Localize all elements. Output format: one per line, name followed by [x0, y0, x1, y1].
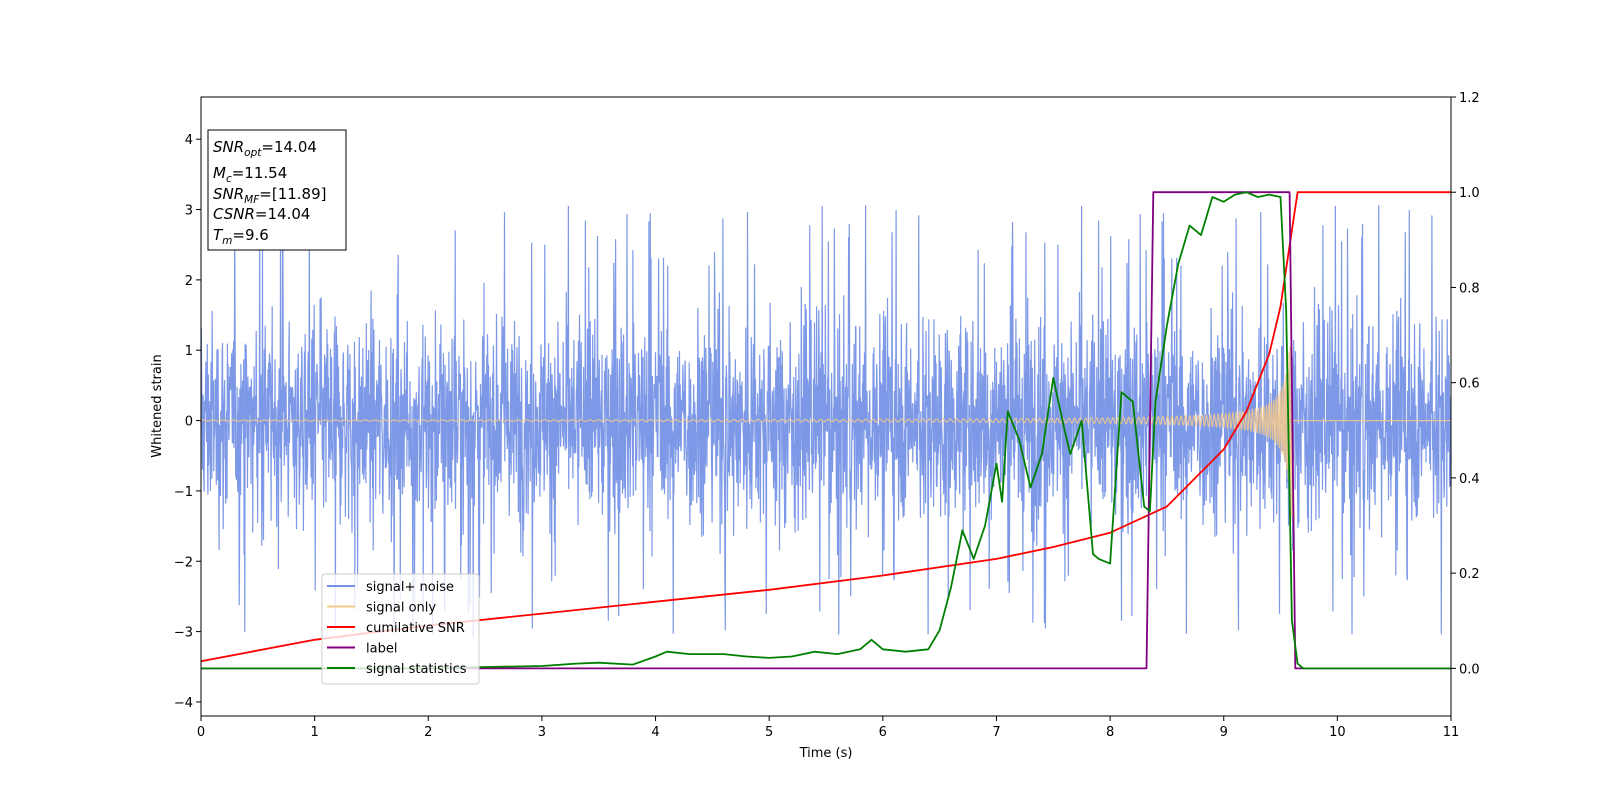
x-tick-label: 3 [538, 725, 546, 740]
y-axis-label: Whitened strain [150, 354, 165, 457]
legend-frame [321, 573, 480, 685]
y-tick-label-left: −4 [174, 696, 193, 711]
y-tick-label-left: 0 [185, 415, 193, 430]
plot-frame [200, 96, 1452, 717]
y-tick-label-left: −3 [174, 626, 193, 641]
info-csnr: CSNR=14.04 [213, 205, 310, 223]
x-tick-label: 4 [651, 725, 659, 740]
x-tick-label: 10 [1329, 725, 1346, 740]
series-cumulative-snr [200, 191, 1451, 663]
legend-label: signal only [366, 601, 436, 616]
info-box-frame [207, 129, 347, 251]
y-tick-label-left: 4 [185, 133, 193, 148]
x-tick-label: 0 [197, 725, 205, 740]
y-tick-label-right: 1.2 [1459, 91, 1480, 106]
legend-label: signal+ noise [366, 580, 454, 595]
y-tick-label-left: 3 [185, 204, 193, 219]
y-tick-label-right: 0.6 [1459, 377, 1480, 392]
legend-label: label [366, 642, 397, 657]
y-tick-label-right: 0.0 [1459, 662, 1480, 677]
y-tick-label-right: 0.2 [1459, 567, 1480, 582]
x-tick-label: 7 [992, 725, 1000, 740]
x-tick-label: 2 [424, 725, 432, 740]
series-signal-noise [200, 204, 1452, 638]
x-tick-label: 11 [1443, 725, 1460, 740]
info-mc: Mc=11.54 [213, 164, 287, 185]
x-tick-label: 9 [1220, 725, 1228, 740]
legend: signal+ noise signal only cumilative SNR la… [321, 573, 480, 685]
series-signal-statistics [201, 191, 1451, 670]
legend-label: cumilative SNR [366, 621, 465, 636]
y-tick-label-left: −2 [174, 555, 193, 570]
legend-label: signal statistics [366, 662, 467, 677]
x-tick-label: 6 [879, 725, 887, 740]
x-tick-label: 8 [1106, 725, 1114, 740]
y-tick-label-left: −1 [174, 485, 193, 500]
x-tick-label: 1 [310, 725, 318, 740]
info-snr-mf: SNRMF=[11.89] [213, 185, 327, 206]
info-box: SNRopt=14.04 Mc=11.54SNRMF=[11.89]CSNR=14… [207, 129, 347, 251]
x-axis-label: Time (s) [799, 746, 853, 761]
info-snr-opt: SNRopt=14.04 [213, 138, 317, 159]
plot-area [200, 191, 1452, 670]
y-tick-label-left: 1 [185, 344, 193, 359]
axes: 0 1 2 3 4 5 6 7 8 9 10 11 −4 −3 −2 −1 0 1 2 3 4 0.0 0.2 0.4 0.6 0… [174, 91, 1480, 740]
y-tick-label-right: 1.0 [1459, 186, 1480, 201]
x-tick-label: 5 [765, 725, 773, 740]
y-tick-label-left: 2 [185, 274, 193, 289]
y-tick-label-right: 0.4 [1459, 472, 1480, 487]
series-signal-only [201, 317, 1451, 525]
y-tick-label-right: 0.8 [1459, 281, 1480, 296]
info-tm: Tm=9.6 [213, 226, 269, 247]
